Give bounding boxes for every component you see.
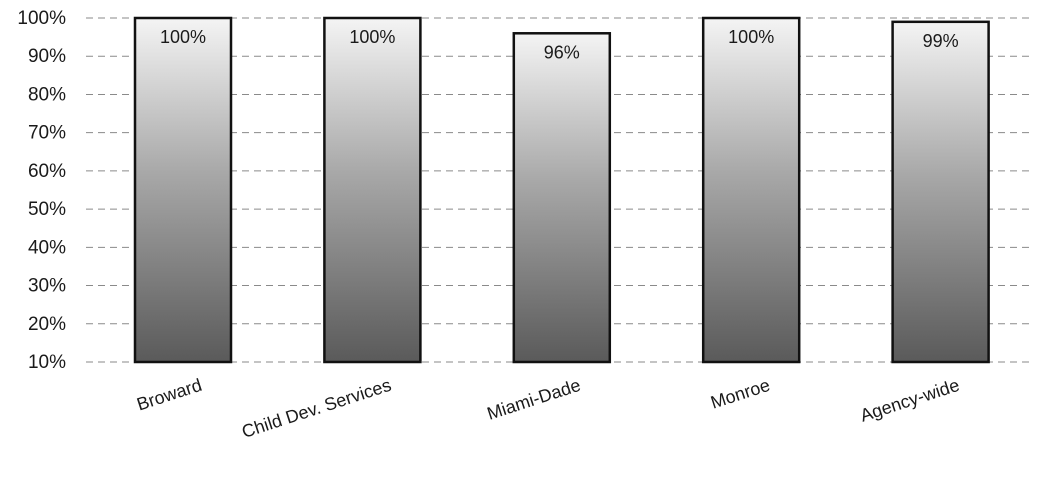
- data-label: 100%: [349, 27, 395, 47]
- x-tick-label: Monroe: [708, 375, 772, 413]
- y-tick-label: 30%: [28, 276, 66, 297]
- y-axis-ticks: 10% 20% 30% 40% 50% 60% 70% 80% 90% 100%: [17, 8, 66, 373]
- x-tick-label: Miami-Dade: [485, 375, 583, 424]
- data-label: 99%: [923, 31, 959, 51]
- y-tick-label: 70%: [28, 123, 66, 144]
- bar: [891, 20, 990, 364]
- y-tick-label: 90%: [28, 46, 66, 67]
- y-tick-label: 20%: [28, 314, 66, 335]
- bar: [133, 16, 233, 364]
- y-tick-label: 100%: [17, 8, 66, 29]
- x-tick-label: Child Dev. Services: [239, 375, 393, 442]
- y-tick-label: 10%: [28, 352, 66, 373]
- data-label: 96%: [544, 42, 580, 62]
- y-tick-label: 80%: [28, 84, 66, 105]
- data-label: 100%: [160, 27, 206, 47]
- y-tick-label: 60%: [28, 161, 66, 182]
- y-tick-label: 50%: [28, 199, 66, 220]
- bars: 100% 100% 96% 100% 99%: [133, 16, 990, 364]
- bar: [323, 16, 422, 364]
- x-tick-label: Broward: [134, 375, 204, 415]
- x-axis-ticks: Broward Child Dev. Services Miami-Dade Monr…: [134, 375, 962, 442]
- bar: [512, 32, 612, 364]
- y-tick-label: 40%: [28, 237, 66, 258]
- x-tick-label: Agency-wide: [858, 375, 962, 426]
- data-label: 100%: [728, 27, 774, 47]
- bar: [701, 16, 801, 364]
